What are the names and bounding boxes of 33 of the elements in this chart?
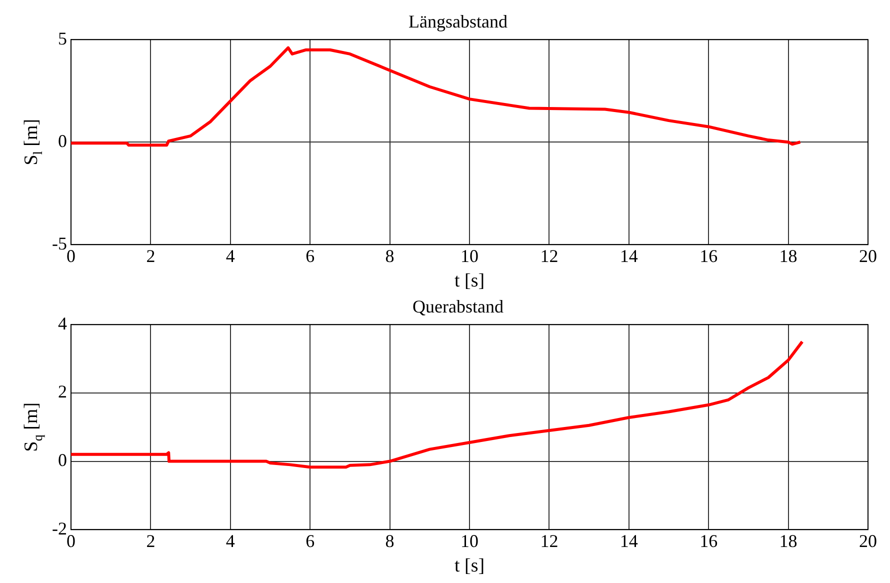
y-tick-label: 0 bbox=[58, 450, 67, 470]
x-tick-label: 18 bbox=[779, 246, 798, 266]
x-tick-label: 10 bbox=[460, 246, 478, 266]
x-tick-label: 8 bbox=[385, 246, 394, 266]
y-tick-label: -2 bbox=[52, 518, 67, 538]
x-tick-label: 10 bbox=[460, 531, 478, 552]
y-tick-label: 2 bbox=[58, 382, 67, 402]
y-tick-label: 0 bbox=[58, 130, 67, 151]
x-tick-label: 12 bbox=[540, 246, 558, 266]
x-tick-label: 16 bbox=[700, 531, 718, 552]
x-tick-label: 8 bbox=[385, 531, 394, 552]
y-tick-label: 5 bbox=[58, 28, 67, 48]
x-tick-label: 4 bbox=[226, 246, 235, 266]
x-tick-label: 20 bbox=[859, 531, 877, 552]
x-tick-label: 2 bbox=[146, 246, 156, 266]
x-tick-label: 16 bbox=[700, 246, 718, 266]
y-axis-title: Sq [m] bbox=[21, 402, 45, 452]
chart-title: Längsabstand bbox=[408, 12, 508, 32]
x-axis-title: t [s] bbox=[454, 556, 485, 577]
x-tick-label: 2 bbox=[146, 531, 156, 552]
y-tick-label: -5 bbox=[52, 233, 67, 254]
x-tick-label: 14 bbox=[620, 531, 638, 552]
x-tick-label: 14 bbox=[620, 246, 638, 266]
x-tick-label: 6 bbox=[306, 246, 315, 266]
y-axis-title: Sl [m] bbox=[21, 118, 45, 166]
x-axis-title: t [s] bbox=[454, 270, 485, 292]
x-tick-label: 20 bbox=[859, 246, 877, 266]
chart-title: Querabstand bbox=[412, 296, 504, 317]
y-tick-label: 4 bbox=[58, 313, 67, 334]
x-tick-label: 18 bbox=[779, 531, 798, 552]
x-tick-label: 12 bbox=[540, 531, 558, 552]
x-tick-label: 4 bbox=[226, 531, 235, 552]
x-tick-label: 6 bbox=[306, 531, 315, 552]
